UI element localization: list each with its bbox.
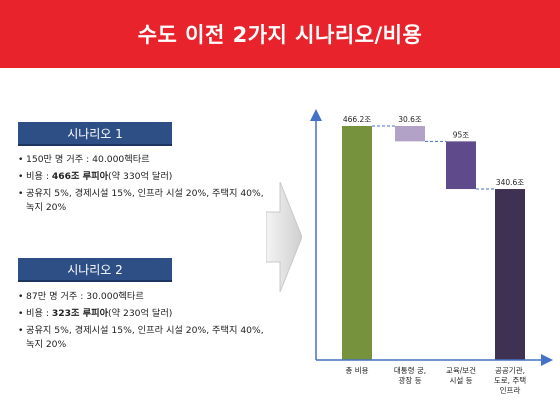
- scenario1-cost-prefix: 비용 :: [26, 171, 52, 182]
- scenario1-cost-usd: (약 330억 달러): [108, 171, 173, 182]
- category-label-3: 공공기관, 도로, 주택 인프라: [494, 365, 526, 395]
- bar-0: [342, 126, 372, 360]
- category-label-1: 대통령 궁, 광장 등: [394, 366, 426, 385]
- scenario1-header: 시나리오 1: [18, 122, 172, 146]
- waterfall-chart: 466.2조 30.6조 95조 340.6조총 비용 대통령 궁, 광장 등 교육/보건 시…: [310, 109, 553, 395]
- scenario1-cost-value: 466조 루피아: [51, 171, 109, 182]
- scenario2-cost-usd: (약 230억 달러): [108, 308, 173, 319]
- scenario1-bullet-cost: 비용 : 466조 루피아(약 330억 달러): [18, 170, 268, 184]
- scenario2-cost-value: 323조 루피아: [51, 308, 109, 319]
- scenario2-bullets: 87만 명 거주 : 30.000헥타르 비용 : 323조 루피아(약 230…: [18, 290, 268, 355]
- bar-1: [395, 126, 425, 142]
- scenario2-cost-prefix: 비용 :: [26, 308, 52, 319]
- scenario2-bullet-landuse: 공유지 5%, 경제시설 15%, 인프라 시설 20%, 주택지 40%, 녹…: [18, 324, 268, 352]
- data-label-1: 30.6조: [398, 115, 422, 124]
- category-label-2: 교육/보건 시설 등: [446, 365, 476, 385]
- title-bar: 수도 이전 2가지 시나리오/비용: [0, 0, 560, 68]
- category-label-0: 총 비용: [345, 366, 368, 375]
- data-label-2: 95조: [453, 130, 470, 139]
- scenario1-bullets: 150만 명 거주 : 40.000헥타르 비용 : 466조 루피아(약 33…: [18, 153, 268, 218]
- bar-3: [495, 189, 525, 360]
- scenario2-header: 시나리오 2: [18, 258, 172, 282]
- scenario1-bullet-landuse: 공유지 5%, 경제시설 15%, 인프라 시설 20%, 주택지 40%, 녹…: [18, 187, 268, 215]
- scenario2-bullet-cost: 비용 : 323조 루피아(약 230억 달러): [18, 307, 268, 321]
- data-label-0: 466.2조: [343, 115, 371, 124]
- scenario2-bullet-residents: 87만 명 거주 : 30.000헥타르: [18, 290, 268, 304]
- slide-title: 수도 이전 2가지 시나리오/비용: [137, 23, 423, 47]
- right-arrow-icon: [266, 182, 302, 292]
- scenario1-bullet-residents: 150만 명 거주 : 40.000헥타르: [18, 153, 268, 167]
- bar-2: [446, 141, 476, 190]
- data-label-3: 340.6조: [496, 178, 524, 187]
